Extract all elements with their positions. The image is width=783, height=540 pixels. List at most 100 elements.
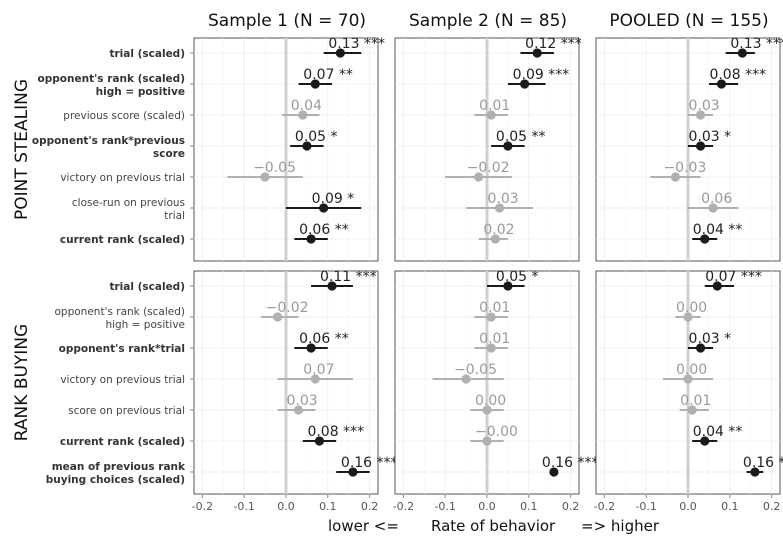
facet-panel: 0.07 *** 0.00 0.03 * 0.00 0.01 0.04 **0.16 **…: [595, 269, 783, 495]
estimate-point: [750, 467, 760, 477]
estimate-label: 0.12 ***: [525, 36, 582, 52]
row-label: score on previous trial: [68, 405, 185, 417]
x-caption-rate-of-behavior: Rate of behavior: [431, 517, 556, 535]
estimate-point: [486, 312, 496, 322]
estimate-label: 0.09 *: [312, 191, 355, 207]
row-label: trial (scaled): [109, 281, 185, 293]
panel-strip-label: POINT STEALING: [12, 79, 32, 220]
estimate-label: 0.07: [303, 362, 334, 378]
estimate-label: −0.00: [475, 424, 518, 440]
estimate-point: [670, 172, 681, 182]
estimate-point: [319, 203, 329, 213]
estimate-point: [348, 467, 358, 477]
estimate-label: 0.06: [701, 191, 732, 207]
row-label: high = positive: [105, 319, 185, 331]
row-label: opponent's rank*trial: [59, 343, 185, 355]
estimate-point: [482, 405, 492, 415]
estimate-point: [310, 374, 320, 384]
x-tick-label: -0.1: [635, 500, 656, 513]
estimate-label: 0.06 **: [299, 222, 349, 238]
estimate-label: 0.03: [689, 98, 720, 114]
plot-layer: POINT STEALING trial (scaled) opponent's r…: [12, 36, 783, 513]
estimate-label: 0.03 *: [689, 331, 732, 347]
column-title-pooled: POOLED (N = 155): [609, 11, 768, 31]
estimate-label: −0.05: [253, 160, 296, 176]
estimate-label: 0.00: [676, 362, 707, 378]
estimate-label: 0.13 ***: [328, 36, 385, 52]
estimate-label: 0.08 ***: [307, 424, 364, 440]
row-label: current rank (scaled): [60, 234, 185, 246]
facet-panel: 0.13 *** 0.08 *** 0.03 0.03 * −0.03 0.06 0.04 …: [595, 36, 783, 262]
estimate-point: [260, 172, 270, 182]
estimate-point: [549, 467, 559, 477]
estimate-label: 0.01: [479, 331, 510, 347]
estimate-label: 0.04 **: [693, 222, 743, 238]
estimate-label: 0.05 *: [295, 129, 338, 145]
x-tick-label: 0.2: [763, 500, 781, 513]
estimate-label: 0.00: [676, 300, 707, 316]
x-tick-label: -0.2: [192, 500, 213, 513]
estimate-label: 0.07 ***: [705, 269, 762, 285]
x-tick-label: -0.1: [233, 500, 254, 513]
row-label: high = positive: [96, 86, 185, 98]
estimate-label: 0.13 ***: [730, 36, 783, 52]
estimate-label: 0.04 **: [693, 424, 743, 440]
estimate-point: [486, 343, 496, 353]
row-label: victory on previous trial: [60, 172, 185, 184]
estimate-label: −0.02: [467, 160, 510, 176]
estimate-point: [494, 203, 505, 213]
row-label: mean of previous rank: [52, 461, 186, 473]
estimate-label: 0.03 *: [689, 129, 732, 145]
estimate-point: [482, 436, 492, 446]
facet-panel: 0.05 * 0.01 0.01 −0.05 0.00 −0.00 0.16 ***: [394, 269, 599, 495]
estimate-point: [708, 203, 718, 213]
estimate-label: 0.06 **: [299, 331, 349, 347]
x-caption-lower: lower <=: [328, 517, 399, 535]
estimate-point: [712, 281, 722, 291]
estimate-label: −0.02: [266, 300, 309, 316]
estimate-point: [490, 234, 500, 244]
estimate-point: [474, 172, 484, 182]
estimate-point: [695, 343, 706, 353]
estimate-label: −0.03: [663, 160, 706, 176]
estimate-point: [503, 141, 513, 151]
estimate-point: [461, 374, 471, 384]
row-label: current rank (scaled): [60, 436, 185, 448]
estimate-point: [335, 48, 345, 58]
facet-panel: 0.13 *** 0.07 ** 0.04 0.05 * −0.05 0.09 * 0.06…: [193, 36, 385, 262]
row-label: trial: [164, 210, 185, 222]
x-tick-label: -0.1: [434, 500, 455, 513]
estimate-label: −0.05: [454, 362, 497, 378]
estimate-point: [716, 79, 727, 89]
column-titles: Sample 1 (N = 70) Sample 2 (N = 85) POOL…: [208, 11, 769, 31]
estimate-point: [700, 234, 710, 244]
estimate-label: 0.03: [287, 393, 318, 409]
estimate-label: 0.00: [475, 393, 506, 409]
estimate-label: 0.07 **: [303, 67, 353, 83]
x-tick-label: 0.0: [478, 500, 496, 513]
estimate-label: 0.04: [291, 98, 322, 114]
estimate-point: [700, 436, 710, 446]
panel-strip-label: RANK BUYING: [12, 324, 32, 441]
estimate-label: 0.01: [680, 393, 711, 409]
x-tick-label: -0.2: [393, 500, 414, 513]
row-label: previous score (scaled): [63, 110, 185, 122]
estimate-point: [486, 110, 496, 120]
x-tick-label: 0.0: [277, 500, 295, 513]
estimate-label: 0.16 ***: [542, 455, 599, 471]
facet-panel: 0.11 *** −0.02 0.06 ** 0.07 0.03 0.08 *** 0.16…: [193, 269, 398, 495]
row-label: trial (scaled): [109, 48, 185, 60]
estimate-label: 0.05 **: [496, 129, 546, 145]
row-label: opponent's rank (scaled): [38, 73, 185, 85]
estimate-label: 0.05 *: [496, 269, 539, 285]
facet-panel: 0.12 *** 0.09 ***0.01 0.05 ** −0.02 0.03 0.02: [394, 36, 582, 262]
estimate-label: 0.03: [488, 191, 519, 207]
estimate-label: 0.11 ***: [320, 269, 377, 285]
x-tick-label: 0.2: [562, 500, 580, 513]
estimate-point: [695, 141, 706, 151]
estimate-label: 0.09 ***: [513, 67, 570, 83]
estimate-point: [293, 405, 304, 415]
x-tick-label: 0.2: [361, 500, 379, 513]
estimate-point: [683, 312, 693, 322]
